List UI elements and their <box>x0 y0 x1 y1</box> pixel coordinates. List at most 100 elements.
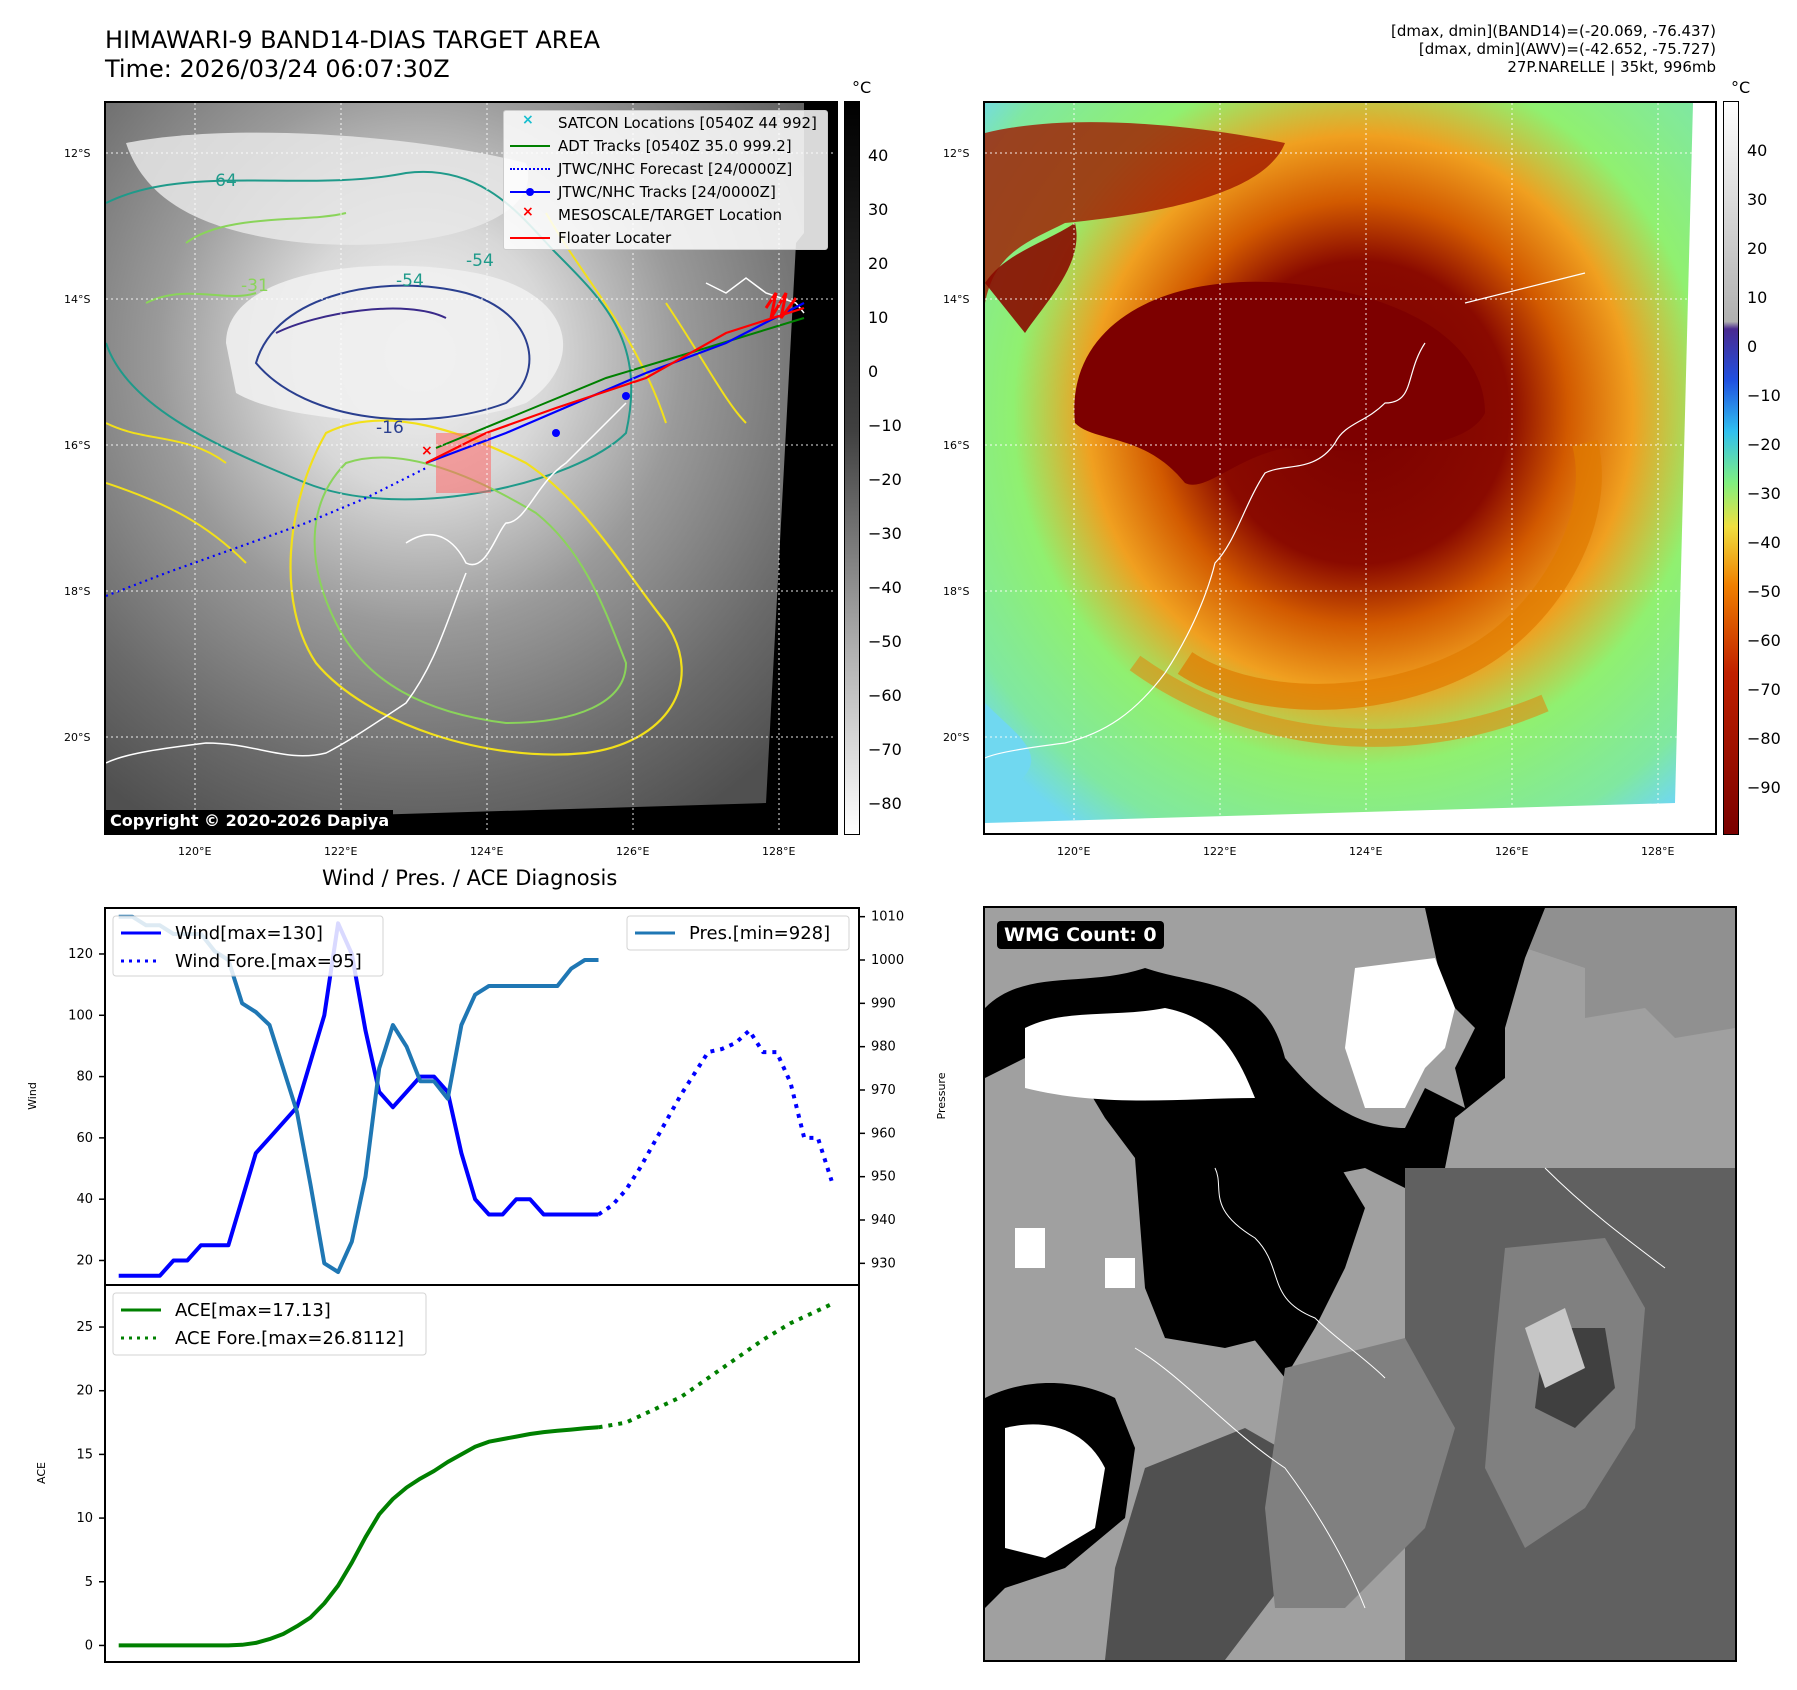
track-point <box>552 429 560 437</box>
colorbar-unit: °C <box>1731 78 1751 97</box>
lat-label: 18°S <box>943 585 970 598</box>
copyright-label: Copyright © 2020-2026 Dapiya <box>106 810 394 831</box>
tick-label: 1000 <box>871 953 904 968</box>
tick-label: 20 <box>76 1384 93 1399</box>
colorbar-tick: 0 <box>868 362 879 381</box>
tick-label: 60 <box>76 1131 93 1146</box>
legend-label: SATCON Locations [0540Z 44 992] <box>558 113 817 132</box>
colorbar-tick: 30 <box>1747 190 1768 209</box>
tick-label: 40 <box>76 1192 93 1207</box>
tick-label: 10 <box>76 1511 93 1526</box>
colorbar-tick: 20 <box>868 254 889 273</box>
ace-axis-label: ACE <box>35 1462 48 1484</box>
lon-label: 120°E <box>178 845 212 858</box>
legend-label: ACE Fore.[max=26.8112] <box>175 1328 404 1349</box>
diagnosis-title: Wind / Pres. / ACE Diagnosis <box>322 866 618 890</box>
tick-label: 970 <box>871 1083 896 1098</box>
lat-label: 12°S <box>943 147 970 160</box>
colorbar-tick: 30 <box>868 200 889 219</box>
colorbar-tick: −80 <box>1747 729 1781 748</box>
title-line-1: HIMAWARI-9 BAND14-DIAS TARGET AREA <box>105 26 601 54</box>
lat-label: 16°S <box>943 439 970 452</box>
colorbar-tick: 10 <box>868 308 889 327</box>
tick-label: 120 <box>68 947 93 962</box>
wind-axis-label: Wind <box>26 1082 39 1110</box>
legend-label: JTWC/NHC Tracks [24/0000Z] <box>558 182 776 201</box>
cross-icon: × <box>522 203 534 220</box>
info-line-1: [dmax, dmin](BAND14)=(-20.069, -76.437) <box>1391 22 1716 40</box>
colorbar-tick: −70 <box>868 740 902 759</box>
dotted-line-icon <box>510 164 550 174</box>
contour-label: -31 <box>241 276 269 296</box>
ace-panel-frame <box>104 1284 860 1663</box>
legend-label: ADT Tracks [0540Z 35.0 999.2] <box>558 136 792 155</box>
tick-label: 950 <box>871 1170 896 1185</box>
line-dot-icon <box>510 187 550 197</box>
colorbar-tick: 40 <box>868 146 889 165</box>
lon-label: 120°E <box>1057 845 1091 858</box>
legend-label: Floater Locater <box>558 228 672 247</box>
tick-label: 980 <box>871 1040 896 1055</box>
lat-label: 12°S <box>64 147 91 160</box>
pressure-legend: Pres.[min=928] <box>626 915 850 951</box>
target-marker: × <box>421 443 433 459</box>
lat-label: 16°S <box>64 439 91 452</box>
ir-color-map <box>983 101 1717 835</box>
legend-label: MESOSCALE/TARGET Location <box>558 205 783 224</box>
series-line <box>598 1302 833 1430</box>
series-line <box>118 921 599 1278</box>
colorbar-tick: −60 <box>868 686 902 705</box>
colorbar-tick: −20 <box>868 470 902 489</box>
colorbar-tick: −70 <box>1747 680 1781 699</box>
legend-label: Wind Fore.[max=95] <box>175 951 362 972</box>
series-line <box>118 1425 599 1648</box>
ir-gray-map: × -64 -54 -54 -31 -16 × SATCON Locations … <box>104 101 838 835</box>
lon-label: 122°E <box>1203 845 1237 858</box>
colorbar-tick: −30 <box>1747 484 1781 503</box>
wmg-count-badge: WMG Count: 0 <box>997 921 1164 949</box>
colorbar-tick: −20 <box>1747 435 1781 454</box>
tick-label: 960 <box>871 1126 896 1141</box>
wind-legend: Wind[max=130] Wind Fore.[max=95] <box>112 915 384 977</box>
ir-color-image <box>985 103 1715 833</box>
legend-entry: ADT Tracks [0540Z 35.0 999.2] <box>504 134 827 157</box>
map-legend: × SATCON Locations [0540Z 44 992] ADT Tra… <box>503 110 828 250</box>
tick-label: 15 <box>76 1447 93 1462</box>
colorbar-tick: −30 <box>868 524 902 543</box>
legend-entry: Floater Locater <box>504 226 827 249</box>
legend-entry: × MESOSCALE/TARGET Location <box>504 203 827 226</box>
colorbar-tick: −50 <box>1747 582 1781 601</box>
info-line-2: [dmax, dmin](AWV)=(-42.652, -75.727) <box>1418 40 1716 58</box>
colorbar-tick: 40 <box>1747 141 1768 160</box>
lat-label: 18°S <box>64 585 91 598</box>
lon-label: 126°E <box>616 845 650 858</box>
contour-label: -64 <box>209 171 237 191</box>
lon-label: 122°E <box>324 845 358 858</box>
legend-label: ACE[max=17.13] <box>175 1300 331 1321</box>
colorbar-unit: °C <box>852 78 872 97</box>
wmg-map: WMG Count: 0 <box>983 906 1737 1662</box>
lon-label: 126°E <box>1495 845 1529 858</box>
lon-label: 124°E <box>1349 845 1383 858</box>
colorbar-tick: −10 <box>1747 386 1781 405</box>
track-point <box>622 392 630 400</box>
gray-colorbar <box>844 101 860 835</box>
lon-label: 124°E <box>470 845 504 858</box>
tick-label: 1010 <box>871 910 904 925</box>
colorbar-tick: 20 <box>1747 239 1768 258</box>
tick-label: 80 <box>76 1070 93 1085</box>
tick-label: 100 <box>68 1008 93 1023</box>
title-line-2: Time: 2026/03/24 06:07:30Z <box>105 55 450 83</box>
figure-title: HIMAWARI-9 BAND14-DIAS TARGET AREA Time:… <box>105 26 600 84</box>
color-colorbar <box>1723 101 1739 835</box>
tick-label: 940 <box>871 1213 896 1228</box>
colorbar-tick: 10 <box>1747 288 1768 307</box>
legend-label: Pres.[min=928] <box>689 923 830 944</box>
wmg-image <box>985 908 1735 1660</box>
colorbar-tick: 0 <box>1747 337 1758 356</box>
legend-label: JTWC/NHC Forecast [24/0000Z] <box>558 159 793 178</box>
colorbar-tick: −90 <box>1747 778 1781 797</box>
colorbar-tick: −10 <box>868 416 902 435</box>
pressure-axis-label: Pressure <box>935 1072 948 1119</box>
